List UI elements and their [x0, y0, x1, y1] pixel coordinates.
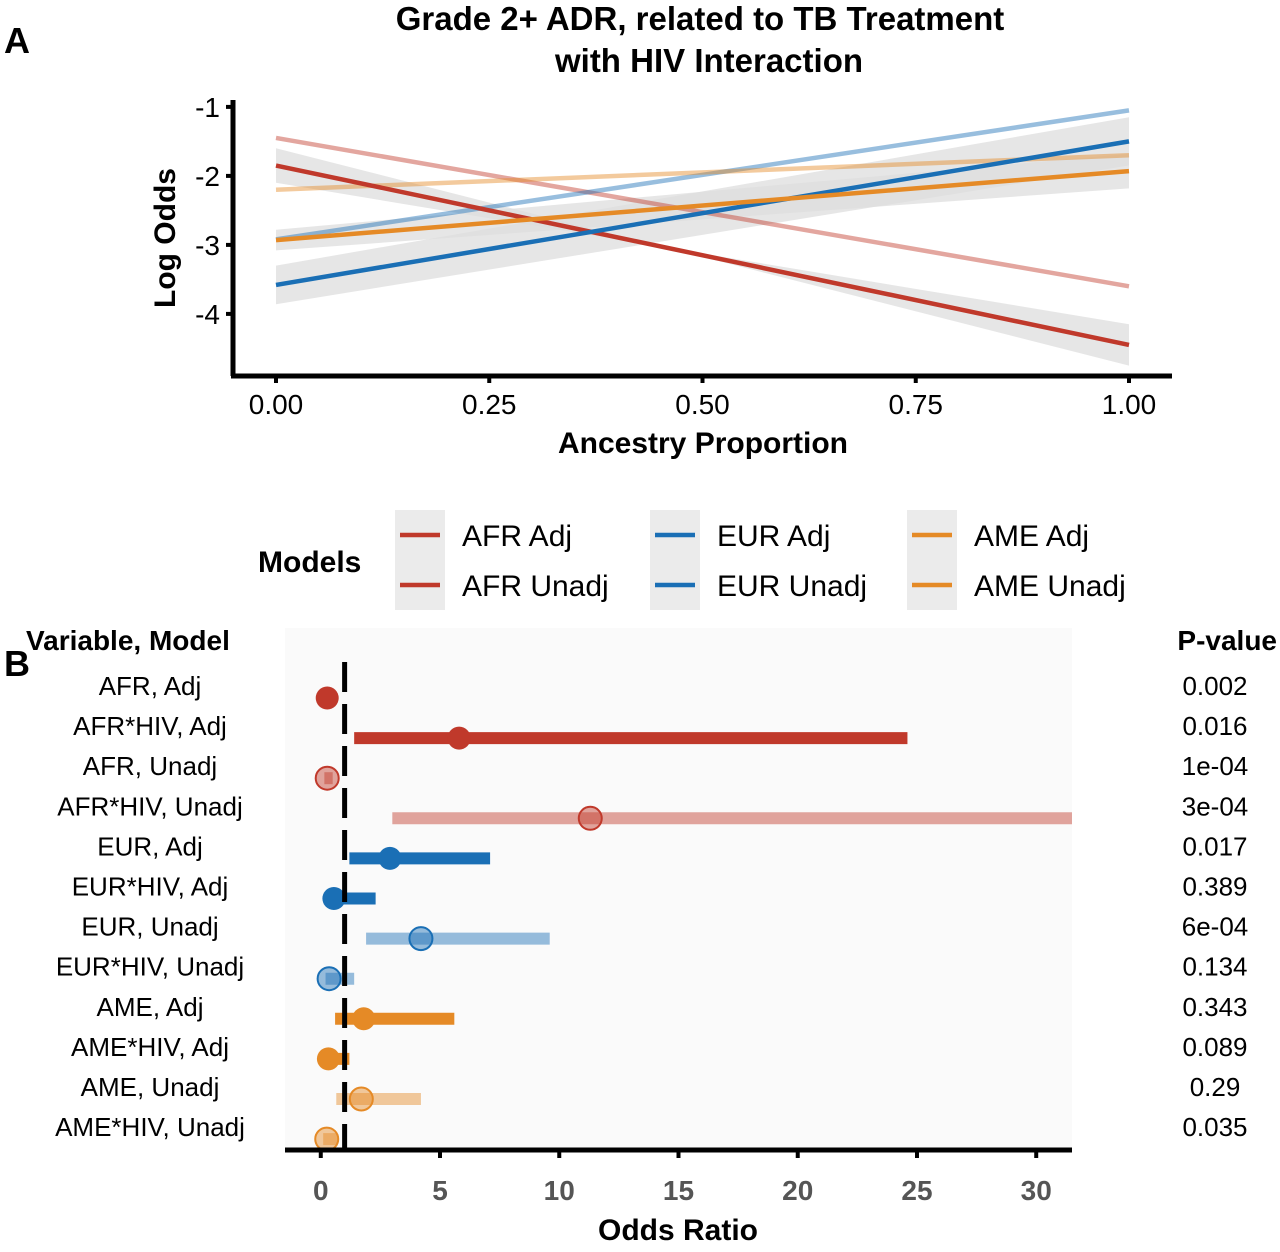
point-estimate-eur-unadj — [408, 926, 434, 952]
point-estimate-afr-adj — [315, 686, 339, 710]
y-ticks: -1 -2 -3 -4 — [195, 92, 233, 330]
point-estimate-afr-hiv-adj — [447, 726, 471, 750]
pvalue-column-header: P-value — [1177, 625, 1277, 656]
variable-column-header: Variable, Model — [26, 625, 230, 656]
row-label: AFR, Unadj — [83, 751, 217, 781]
forest-x-tick-label: 15 — [663, 1175, 694, 1206]
forest-x-tick-label: 10 — [544, 1175, 575, 1206]
row-label: EUR, Unadj — [81, 912, 218, 942]
p-value: 0.089 — [1182, 1032, 1247, 1062]
forest-x-tick-label: 0 — [313, 1175, 329, 1206]
x-tick-label: 1.00 — [1102, 389, 1157, 420]
point-estimate-ame-adj — [352, 1007, 376, 1031]
p-value: 0.002 — [1182, 671, 1247, 701]
panel-a: A Grade 2+ ADR, related to TB Treatment … — [4, 0, 1172, 460]
row-label: AME*HIV, Adj — [71, 1032, 229, 1062]
row-label: AME, Adj — [97, 992, 204, 1022]
p-value: 0.343 — [1182, 992, 1247, 1022]
row-label: EUR*HIV, Unadj — [56, 952, 244, 982]
x-tick-label: 0.25 — [462, 389, 517, 420]
point-estimate-afr-unadj — [314, 765, 340, 791]
legend-label-eur-adj: EUR Adj — [717, 520, 830, 553]
row-label: AFR*HIV, Adj — [73, 711, 227, 741]
x-ticks: 0.00 0.25 0.50 0.75 1.00 — [249, 376, 1157, 420]
row-label: AFR, Adj — [99, 671, 202, 701]
chart-title-line1: Grade 2+ ADR, related to TB Treatment — [396, 0, 1005, 37]
row-label: AME*HIV, Unadj — [55, 1112, 245, 1142]
p-value: 6e-04 — [1182, 912, 1249, 942]
series-line-ame-adj — [275, 168, 1130, 243]
ci-band-afr-adj — [276, 148, 1129, 366]
point-estimate-ame-hiv-unadj — [314, 1126, 340, 1152]
y-tick-label: -1 — [195, 92, 220, 123]
point-estimate-eur-adj — [378, 846, 402, 870]
forest-x-tick-label: 5 — [432, 1175, 448, 1206]
p-value: 3e-04 — [1182, 791, 1249, 821]
forest-rows: AFR, Adj 0.002 AFR*HIV, Adj 0.016 AFR, Unadj… — [55, 671, 1249, 1152]
point-estimate-ame-unadj — [348, 1086, 374, 1112]
y-tick-label: -4 — [195, 299, 220, 330]
x-tick-label: 0.75 — [889, 389, 944, 420]
confidence-bands — [276, 117, 1129, 366]
forest-x-tick-label: 20 — [782, 1175, 813, 1206]
legend-title: Models — [258, 546, 361, 579]
p-value: 1e-04 — [1182, 751, 1249, 781]
legend-label-ame-unadj: AME Unadj — [974, 570, 1126, 603]
legend-items: AFR Adj AFR Unadj EUR Adj EUR Unadj AME Adj A… — [395, 510, 1126, 610]
series-line-afr-adj — [275, 163, 1130, 348]
model-lines — [275, 108, 1130, 348]
p-value: 0.389 — [1182, 872, 1247, 902]
row-label: AME, Unadj — [81, 1072, 220, 1102]
x-tick-label: 0.50 — [675, 389, 730, 420]
p-value: 0.134 — [1182, 952, 1247, 982]
point-estimate-ame-hiv-adj — [316, 1047, 340, 1071]
panel-b: B Variable, Model P-value AFR, Adj 0.002A… — [4, 625, 1277, 1247]
legend-label-afr-unadj: AFR Unadj — [462, 570, 609, 603]
row-label: EUR, Adj — [97, 831, 203, 861]
point-estimate-afr-hiv-unadj — [577, 805, 603, 831]
point-estimate-eur-hiv-adj — [322, 887, 346, 910]
series-line-eur-unadj — [275, 108, 1130, 242]
p-value: 0.035 — [1182, 1112, 1247, 1142]
forest-x-tick-label: 25 — [901, 1175, 932, 1206]
legend-label-ame-adj: AME Adj — [974, 520, 1089, 553]
series-line-ame-unadj — [275, 152, 1130, 192]
chart-title-line2: with HIV Interaction — [554, 42, 863, 79]
forest-x-axis-label: Odds Ratio — [598, 1214, 758, 1247]
panel-a-letter: A — [4, 20, 30, 61]
y-tick-label: -3 — [195, 230, 220, 261]
p-value: 0.29 — [1190, 1072, 1241, 1102]
x-tick-label: 0.00 — [249, 389, 304, 420]
p-value: 0.017 — [1182, 831, 1247, 861]
forest-x-ticks: 0 5 10 15 20 25 30 — [313, 1150, 1052, 1206]
forest-plot-area — [285, 628, 1072, 1150]
p-value: 0.016 — [1182, 711, 1247, 741]
panel-b-letter: B — [4, 643, 30, 684]
forest-x-tick-label: 30 — [1021, 1175, 1052, 1206]
y-axis-label: Log Odds — [149, 168, 182, 308]
y-tick-label: -2 — [195, 161, 220, 192]
legend-label-afr-adj: AFR Adj — [462, 520, 572, 553]
row-label: AFR*HIV, Unadj — [57, 791, 242, 821]
legend-label-eur-unadj: EUR Unadj — [717, 570, 867, 603]
point-estimate-eur-hiv-unadj — [316, 966, 342, 992]
series-line-eur-adj — [275, 139, 1130, 288]
x-axis-label: Ancestry Proportion — [558, 427, 848, 460]
row-label: EUR*HIV, Adj — [72, 872, 229, 902]
